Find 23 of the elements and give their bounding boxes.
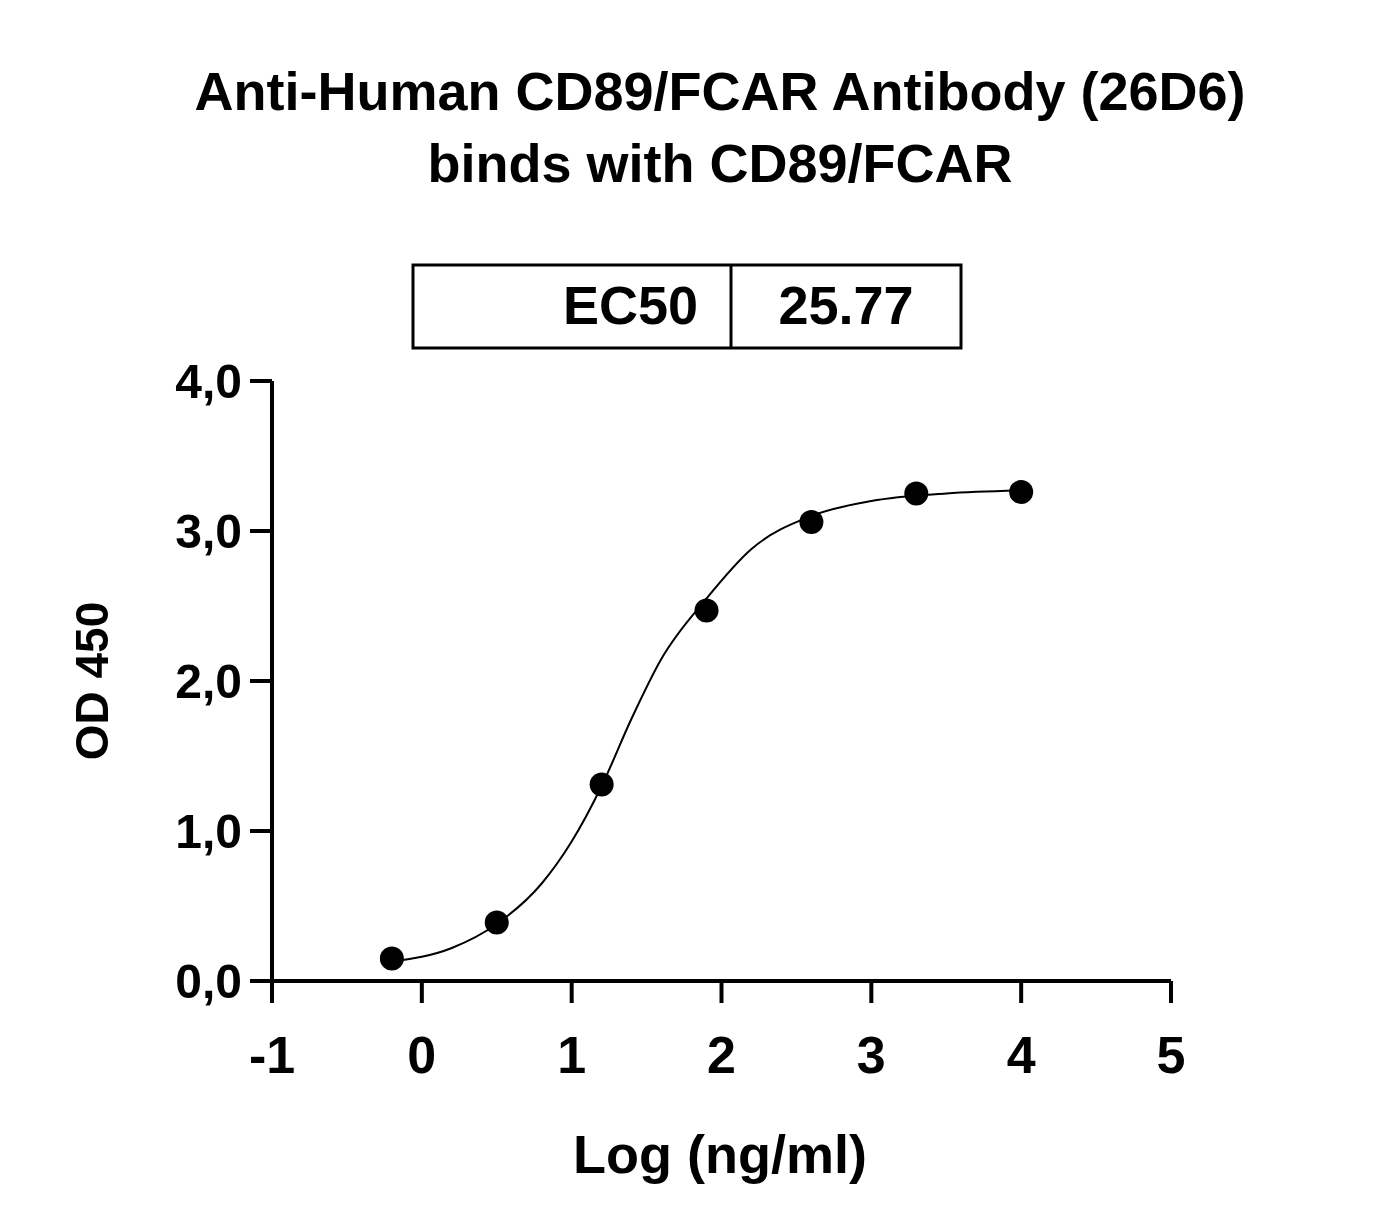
y-tick-label: 0,0 (175, 954, 242, 1008)
chart-title: Anti-Human CD89/FCAR Antibody (26D6) binds with CD89/FCAR (194, 61, 1246, 193)
x-tick-label: -1 (248, 1026, 296, 1084)
y-tick-label: 2,0 (175, 654, 242, 708)
point (904, 481, 929, 506)
point (799, 510, 824, 534)
x-tick-label: 2 (707, 1026, 736, 1084)
x-tick-label: 0 (407, 1026, 437, 1084)
point (484, 910, 509, 935)
x-axis-title: Log (ng/ml) (573, 1124, 867, 1184)
x-tick-label: 1 (557, 1026, 587, 1084)
x-tick-label: 3 (856, 1026, 886, 1084)
point (694, 598, 719, 623)
y-tick-label: 1,0 (175, 804, 242, 858)
y-tick-label: 3,0 (175, 504, 242, 558)
point (379, 946, 404, 971)
text: 25.77 (778, 275, 914, 335)
text: EC50 (562, 275, 698, 335)
x-tick-label: 4 (1006, 1026, 1036, 1084)
y-tick-label: 4,0 (175, 354, 242, 408)
point (1009, 480, 1034, 504)
x-tick-label: 5 (1156, 1026, 1186, 1084)
y-axis-title: OD 450 (66, 601, 118, 761)
